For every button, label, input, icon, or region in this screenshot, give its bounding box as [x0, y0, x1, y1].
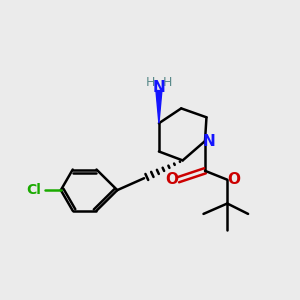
Text: H: H	[163, 76, 172, 89]
Text: O: O	[227, 172, 240, 187]
Polygon shape	[156, 91, 162, 123]
Text: N: N	[152, 80, 165, 95]
Text: Cl: Cl	[27, 183, 41, 197]
Text: N: N	[202, 134, 215, 149]
Text: H: H	[145, 76, 155, 89]
Text: O: O	[165, 172, 178, 187]
